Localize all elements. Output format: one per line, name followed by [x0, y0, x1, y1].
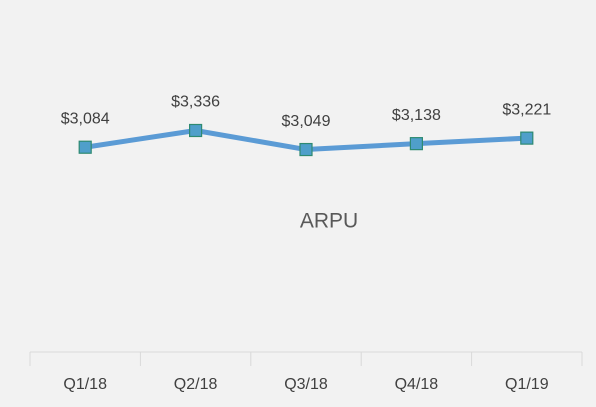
x-tick-label: Q4/18 — [395, 376, 439, 393]
marker — [189, 123, 203, 138]
data-label: $3,221 — [502, 101, 551, 118]
data-label: $3,336 — [171, 94, 220, 111]
x-tick-label: Q3/18 — [284, 376, 328, 393]
marker — [299, 142, 313, 157]
marker — [409, 137, 423, 151]
data-label: $3,049 — [282, 113, 331, 130]
x-tick-label: Q2/18 — [174, 376, 218, 393]
data-label: $3,084 — [61, 110, 110, 127]
x-tick-label: Q1/18 — [63, 376, 107, 393]
chart-title: ARPU — [300, 210, 358, 233]
marker — [520, 131, 534, 145]
x-tick-label: Q1/19 — [505, 376, 549, 393]
data-label: $3,138 — [392, 107, 441, 124]
marker — [78, 140, 92, 154]
